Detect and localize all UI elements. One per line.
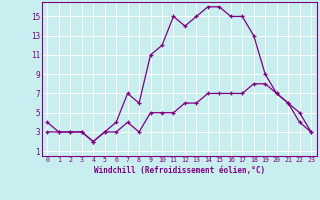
X-axis label: Windchill (Refroidissement éolien,°C): Windchill (Refroidissement éolien,°C)	[94, 166, 265, 175]
